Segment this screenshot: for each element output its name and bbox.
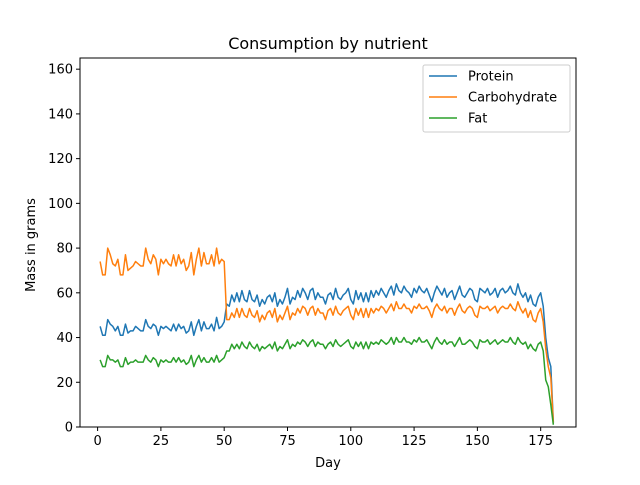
x-tick-label: 25: [153, 434, 170, 449]
x-tick-label: 50: [216, 434, 233, 449]
legend: Protein Carbohydrate Fat: [422, 64, 571, 133]
y-axis-title: Mass in grams: [24, 198, 39, 292]
y-tick-label: 160: [48, 63, 73, 78]
series-layer: [99, 247, 555, 425]
series-line-carbohydrate: [99, 247, 555, 423]
y-tick-label: 0: [65, 421, 73, 436]
x-tick-label: 125: [402, 434, 427, 449]
x-tick-label: 75: [279, 434, 296, 449]
tick-layer: 0 25 50 75 100 125 150 175 0 20 40 60 80 100 120 140 160: [48, 63, 553, 449]
y-tick-label: 80: [56, 242, 73, 257]
legend-label-protein: Protein: [468, 70, 514, 85]
x-tick-label: 100: [338, 434, 363, 449]
y-tick-label: 120: [48, 152, 73, 167]
y-tick-label: 40: [56, 331, 73, 346]
y-tick-label: 100: [48, 197, 73, 212]
legend-label-fat: Fat: [468, 112, 487, 127]
series-line-protein: [99, 283, 555, 423]
series-line-fat: [99, 336, 555, 425]
y-tick-label: 20: [56, 376, 73, 391]
y-tick-label: 60: [56, 286, 73, 301]
chart-title: Consumption by nutrient: [228, 34, 428, 53]
legend-box: [422, 64, 571, 133]
x-tick-label: 175: [528, 434, 553, 449]
plot-frame: [79, 57, 577, 428]
x-tick-label: 150: [465, 434, 490, 449]
legend-label-carbohydrate: Carbohydrate: [468, 91, 557, 106]
x-axis-title: Day: [315, 456, 341, 471]
x-tick-label: 0: [93, 434, 101, 449]
y-tick-label: 140: [48, 107, 73, 122]
